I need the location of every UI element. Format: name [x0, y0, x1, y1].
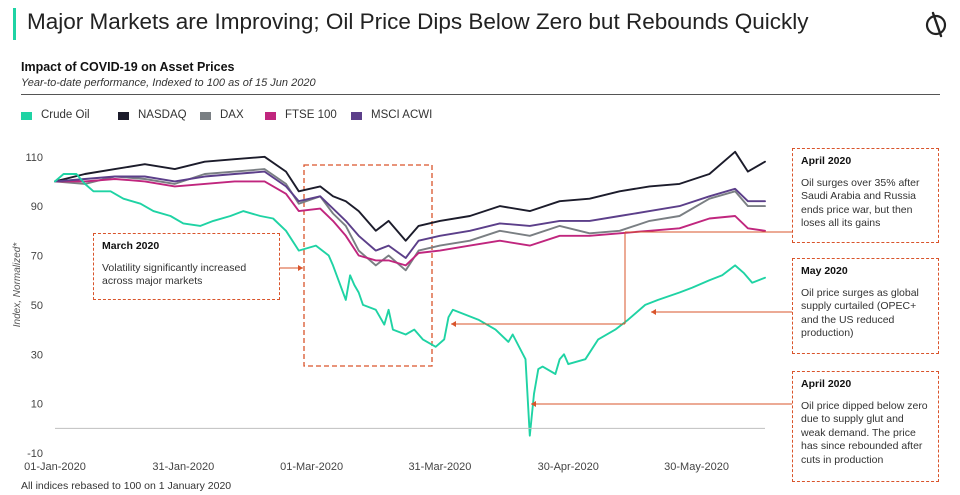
callout-title: April 2020 [801, 155, 852, 167]
callout-body: Oil price surges as global supply curtai… [801, 286, 919, 340]
series-lines [54, 150, 766, 437]
callout-march-2020: March 2020 Volatility significantly incr… [93, 233, 280, 300]
callout-april-2020-bottom: April 2020 Oil price dipped below zero d… [792, 371, 939, 482]
chart-title: Impact of COVID-19 on Asset Prices [21, 60, 235, 74]
callout-body: Oil price dipped below zero due to suppl… [801, 399, 928, 466]
y-tick-label: 70 [31, 251, 43, 263]
legend-label: Crude Oil [41, 109, 90, 121]
title-divider [21, 94, 940, 95]
annotations [303, 164, 433, 367]
x-axis: 01-Jan-2020 31-Jan-2020 01-Mar-2020 31-Mar-… [24, 427, 765, 473]
legend-swatch-msci-acwi [351, 112, 362, 120]
legend-swatch-ftse-100 [265, 112, 276, 120]
y-tick-label: 90 [31, 201, 43, 213]
series-line-ftse-100 [54, 178, 766, 267]
arrowhead-april-top [451, 321, 456, 327]
brand-logo-icon [925, 11, 947, 38]
x-tick-label: 30-Apr-2020 [538, 461, 599, 473]
legend-swatch-crude-oil [21, 112, 32, 120]
x-tick-label: 31-Jan-2020 [152, 461, 214, 473]
legend-label: MSCI ACWI [371, 109, 433, 121]
title-accent-bar [13, 8, 16, 40]
arrowhead-may [651, 309, 656, 315]
y-tick-label: 30 [31, 349, 43, 361]
arrowhead-april-bottom [531, 401, 536, 407]
callout-april-2020-top: April 2020 Oil surges over 35% after Sau… [792, 148, 939, 243]
footnote: All indices rebased to 100 on 1 January … [21, 480, 232, 492]
callout-arrows [280, 231, 792, 407]
march-highlight-box [303, 164, 433, 367]
y-tick-label: 110 [25, 152, 43, 164]
callout-body: Oil surges over 35% after Saudi Arabia a… [801, 176, 920, 230]
legend-label: FTSE 100 [285, 109, 337, 121]
callout-body: Volatility significantly increased acros… [102, 261, 247, 288]
callout-may-2020: May 2020 Oil price surges as global supp… [792, 258, 939, 354]
arrowhead-march [298, 265, 303, 271]
callout-title: April 2020 [801, 378, 852, 390]
y-axis-label: Index, Normalized* [12, 242, 23, 328]
y-tick-label: -10 [27, 448, 43, 460]
legend-label: DAX [220, 109, 244, 121]
legend-label: NASDAQ [138, 109, 187, 121]
series-line-nasdaq [54, 150, 766, 242]
series-line-crude-oil [54, 173, 766, 437]
x-tick-label: 31-Mar-2020 [408, 461, 471, 473]
y-tick-label: 50 [31, 300, 43, 312]
legend-swatch-nasdaq [118, 112, 129, 120]
page-title: Major Markets are Improving; Oil Price D… [27, 9, 809, 34]
series-line-msci-acwi [54, 170, 766, 259]
series-line-dax [54, 168, 766, 272]
y-tick-label: 10 [31, 399, 43, 411]
chart-subtitle: Year-to-date performance, Indexed to 100… [21, 77, 316, 89]
x-tick-label: 01-Mar-2020 [280, 461, 343, 473]
y-axis: -10 10 30 50 70 90 110 Index, Normalized* [12, 152, 43, 460]
x-tick-label: 30-May-2020 [664, 461, 729, 473]
legend-swatch-dax [200, 112, 211, 120]
x-tick-label: 01-Jan-2020 [24, 461, 86, 473]
callout-title: March 2020 [102, 240, 160, 252]
callout-title: May 2020 [801, 265, 848, 277]
